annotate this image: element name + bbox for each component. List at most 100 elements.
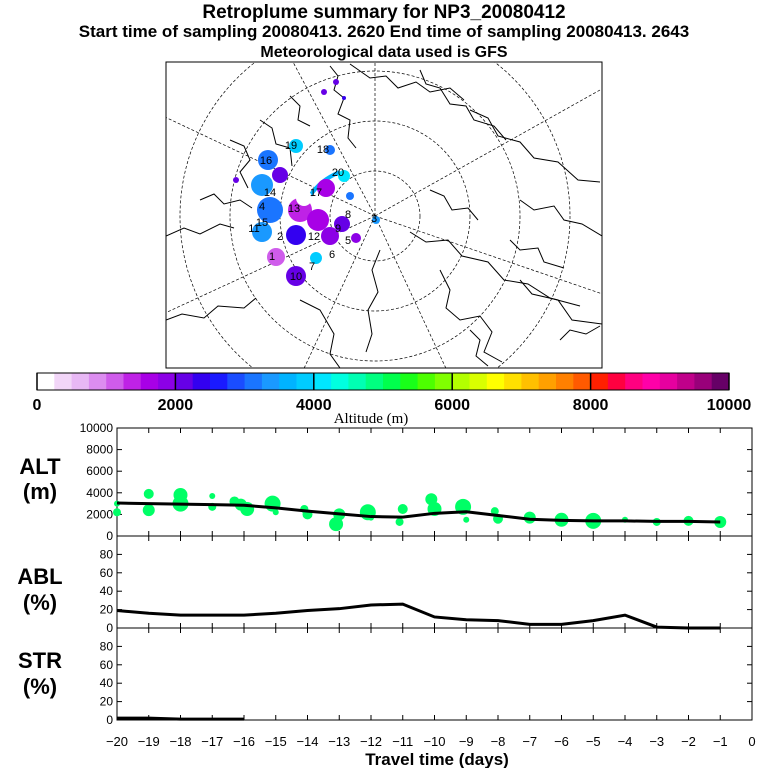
x-axis-label: Travel time (days) [365, 750, 509, 768]
x-tick-label: −2 [681, 734, 696, 749]
colorbar-swatch [417, 373, 436, 390]
panel-ylabel: (m) [23, 479, 57, 504]
y-tick-label: 2000 [86, 507, 113, 521]
plume-day-label: 14 [264, 187, 276, 199]
plume-day-label: 6 [329, 249, 335, 261]
panel-abl: 0 20 40 60 80 ABL(%) [17, 535, 753, 635]
colorbar-swatch [348, 373, 367, 390]
plume-day-label: 10 [290, 271, 302, 283]
series-line-alt [116, 501, 721, 524]
x-tick-label: −17 [201, 734, 223, 749]
plume-day-label: 11 [248, 223, 259, 235]
x-tick-label: 0 [748, 734, 755, 749]
colorbar-tick-labels: 0 2000 4000 6000 8000 10000 [33, 397, 752, 414]
colorbar-swatch [175, 373, 194, 390]
coastlines [166, 63, 602, 368]
series-line-str [117, 716, 244, 721]
plume-day-label: 17 [310, 187, 322, 199]
scatter-point [397, 504, 408, 514]
altitude-colorbar [36, 372, 730, 391]
panel-alt: 0 2000 4000 6000 8000 10000 ALT(m) [19, 421, 753, 543]
colorbar-swatch [210, 373, 228, 390]
colorbar-swatch [37, 373, 55, 390]
colorbar-swatch [54, 373, 73, 390]
x-tick-label: −13 [328, 734, 350, 749]
plume-day-label: 13 [288, 203, 300, 215]
y-tick-label: 20 [100, 695, 114, 709]
panel-ylabel: (%) [23, 590, 57, 615]
colorbar-swatch [400, 373, 419, 390]
plume-day-label: 5 [345, 235, 351, 247]
panel-ylabel: (%) [23, 674, 57, 699]
colorbar-swatch [71, 373, 90, 390]
x-tick-label: −5 [586, 734, 601, 749]
plume-day-label: 19 [285, 140, 297, 152]
x-tick-label: −14 [296, 734, 318, 749]
scatter-point [272, 509, 279, 516]
y-tick-label: 80 [100, 547, 114, 561]
colorbar-tick-label: 10000 [707, 397, 752, 414]
y-tick-label: 4000 [86, 486, 113, 500]
plume-day-label: 3 [371, 213, 377, 225]
x-tick-label: −19 [138, 734, 160, 749]
panel-str: 0 20 40 60 80 STR(%) [18, 627, 753, 727]
page-title: Retroplume summary for NP3_20080412 [202, 2, 566, 23]
y-tick-label: 0 [106, 621, 113, 635]
x-tick-label: −11 [392, 734, 413, 749]
plume-day-label: 2 [277, 231, 283, 243]
panel-ylabel: ALT [19, 454, 61, 479]
plume-day-label: 12 [308, 231, 320, 243]
plume-day-label: 8 [345, 209, 351, 221]
colorbar-swatch [642, 373, 661, 390]
scatter-point [463, 516, 470, 523]
scatter-point [395, 517, 404, 526]
colorbar-swatch [261, 373, 280, 390]
colorbar-swatch [227, 373, 246, 390]
colorbar-tick-label: 0 [33, 397, 42, 414]
sampling-time-line: Start time of sampling 20080413. 2620 En… [78, 22, 690, 41]
colorbar-tick-label: 2000 [158, 397, 194, 414]
colorbar-swatch [244, 373, 263, 390]
scatter-series [113, 487, 727, 532]
plume-track [233, 79, 380, 286]
x-tick-label: −7 [522, 734, 537, 749]
scatter-point [143, 488, 154, 499]
colorbar-tick-label: 4000 [296, 397, 332, 414]
scatter-point [490, 507, 499, 516]
x-tick-labels: −20 −19 −18 −17 −16 −15 −14 −13 −12 −11 −10 −9 −8 −7−… [106, 734, 756, 749]
colorbar-swatch [331, 373, 349, 390]
x-tick-label: −4 [618, 734, 633, 749]
x-tick-label: −15 [265, 734, 287, 749]
colorbar-tick-label: 6000 [434, 397, 470, 414]
colorbar-swatch [469, 373, 488, 390]
time-series-panels: 0200040006000800010000ALT(m)020406080ABL… [17, 421, 755, 749]
colorbar-swatch [192, 373, 211, 390]
x-tick-label: −8 [491, 734, 506, 749]
colorbar-swatch [573, 373, 592, 390]
colorbar-swatch [659, 373, 678, 390]
x-tick-label: −10 [423, 734, 445, 749]
colorbar-swatch [140, 373, 159, 390]
x-tick-label: −20 [106, 734, 128, 749]
plume-day-label: 20 [332, 167, 344, 179]
plume-day-label: 18 [317, 144, 329, 156]
y-tick-label: 6000 [86, 464, 113, 478]
met-data-line: Meteorological data used is GFS [260, 44, 508, 61]
y-tick-label: 20 [100, 603, 114, 617]
colorbar-swatch [106, 373, 124, 390]
colorbar-swatch [504, 373, 522, 390]
scatter-point [113, 508, 121, 517]
x-tick-label: −16 [233, 734, 255, 749]
plume-day-label: 16 [260, 155, 272, 167]
colorbar-swatch [538, 373, 557, 390]
y-tick-label: 0 [106, 713, 113, 727]
scatter-point [209, 493, 216, 500]
colorbar-swatch [296, 373, 315, 390]
scatter-point [329, 517, 344, 532]
colorbar-swatch [313, 373, 332, 390]
map-graticule [166, 62, 602, 368]
colorbar-swatch [694, 373, 713, 390]
x-tick-label: −1 [713, 734, 728, 749]
colorbar-swatch [158, 373, 176, 390]
